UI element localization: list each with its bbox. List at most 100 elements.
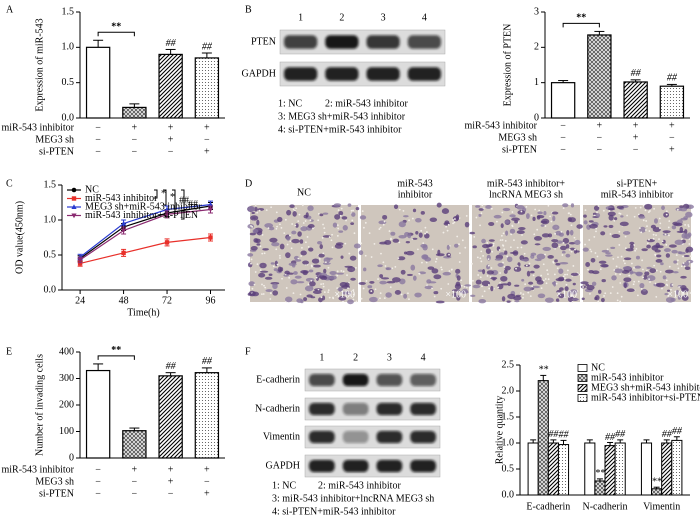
condition-sign: −: [560, 144, 566, 155]
pore: [521, 234, 523, 236]
cell: [595, 213, 601, 218]
blot-band: [284, 35, 318, 49]
cell: [518, 226, 526, 231]
cell: [431, 268, 439, 274]
pore: [321, 236, 324, 239]
cell: [662, 230, 671, 234]
pore: [665, 213, 668, 216]
pore: [568, 212, 571, 214]
pore: [676, 208, 679, 211]
cell: [559, 287, 564, 291]
cell: [294, 259, 302, 262]
condition-sign: +: [204, 122, 210, 133]
cell: [509, 228, 516, 234]
cell: [347, 266, 356, 273]
pore: [383, 297, 386, 300]
pore: [517, 221, 520, 224]
pore: [460, 284, 463, 287]
cell: [333, 203, 342, 207]
condition-sign: −: [95, 134, 101, 145]
legend-label: NC: [85, 184, 99, 195]
cell: [505, 230, 509, 236]
pore: [323, 291, 326, 293]
pore: [649, 210, 651, 212]
cell: [551, 242, 559, 249]
pore: [665, 283, 668, 286]
cell: [565, 253, 571, 258]
cell: [500, 275, 508, 282]
pore: [318, 258, 321, 260]
cell: [341, 291, 350, 295]
pore: [486, 275, 489, 277]
y-tick-label: 1.0: [62, 42, 75, 53]
cell: [488, 221, 495, 226]
pore: [520, 210, 523, 213]
cell: [580, 281, 589, 285]
blot-band: [376, 430, 403, 444]
pore: [476, 256, 479, 259]
pore: [604, 292, 607, 295]
pore: [644, 209, 647, 212]
pore: [681, 238, 683, 241]
pore: [670, 288, 672, 291]
cell: [555, 298, 560, 302]
y-tick-label: 200: [59, 399, 74, 410]
cell: [623, 282, 627, 289]
cell: [259, 262, 267, 269]
series-line: [79, 236, 211, 264]
pore: [503, 266, 506, 268]
cell: [511, 217, 520, 222]
pore: [450, 268, 453, 271]
pore: [320, 283, 323, 286]
pore: [637, 280, 640, 283]
blot-band: [407, 67, 441, 81]
cell: [568, 217, 576, 223]
pore: [642, 204, 645, 207]
cell: [535, 276, 542, 282]
pore: [522, 293, 525, 296]
panel-letter: A: [6, 4, 14, 15]
cell: [660, 262, 664, 266]
pore: [389, 286, 392, 288]
cell: [507, 281, 512, 287]
pore: [453, 221, 456, 224]
cell: [312, 290, 322, 295]
pore: [408, 219, 410, 222]
cell: [666, 289, 671, 292]
cell: [254, 207, 258, 212]
cell: [482, 243, 491, 249]
significance-mark: ##: [672, 426, 683, 437]
cell: [588, 220, 594, 223]
significance-label: *: [161, 188, 166, 199]
image-title: miR-543 inhibitor+: [487, 178, 566, 189]
pore: [330, 239, 333, 242]
pore: [547, 273, 549, 276]
pore: [630, 262, 633, 265]
cell: [674, 239, 684, 245]
cell: [570, 203, 575, 208]
pore: [510, 233, 513, 236]
y-tick-label: 0.5: [44, 249, 57, 260]
cell: [250, 246, 258, 251]
pore: [479, 257, 482, 260]
blot-band: [325, 67, 359, 81]
pore: [488, 287, 491, 290]
y-tick-label: 1.0: [44, 214, 57, 225]
micrograph-cells: [469, 203, 583, 304]
cell: [619, 221, 629, 227]
pore: [544, 278, 547, 280]
pore: [251, 226, 254, 228]
blot-band: [342, 373, 369, 387]
condition-sign: +: [168, 134, 174, 145]
data-point: [207, 201, 214, 207]
bar: [537, 380, 549, 496]
cell: [532, 216, 536, 222]
cell: [412, 275, 417, 281]
pore: [522, 296, 524, 299]
micrograph-cells: [358, 202, 472, 304]
lane-label: 3: [381, 12, 386, 23]
cell: [562, 203, 569, 208]
pore: [336, 287, 339, 290]
blot-band: [342, 459, 369, 473]
cell: [564, 286, 569, 292]
